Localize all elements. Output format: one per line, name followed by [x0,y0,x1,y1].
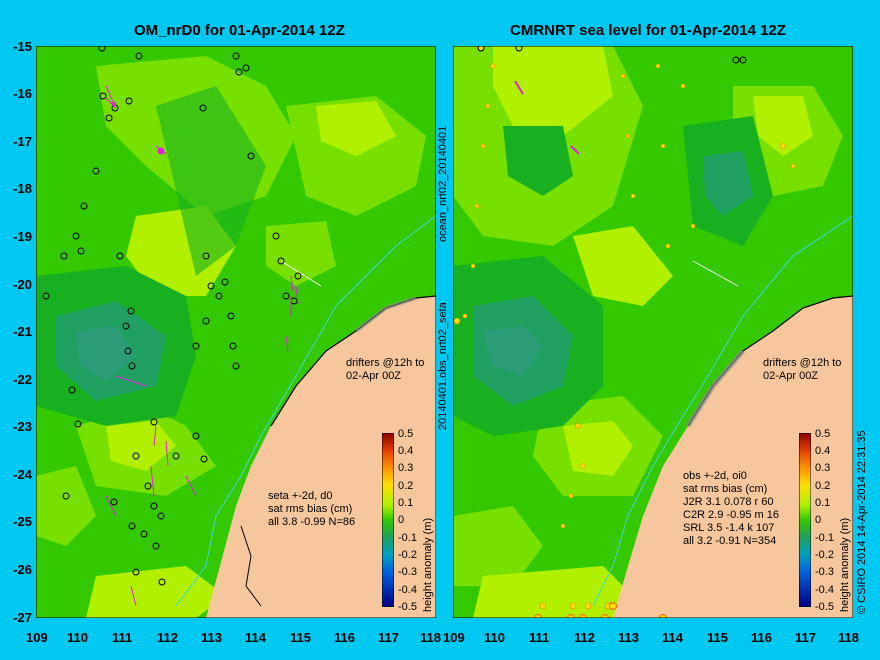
x-tick: 116 [751,630,772,645]
drifter-line-1: drifters @12h to [763,357,842,369]
colorbar-label: 0.4 [398,445,414,457]
colorbar-title: height anomaly (m) [839,517,851,612]
colorbar-label: -0.3 [815,566,834,578]
stats-line: obs +-2d, oi0 [683,470,747,482]
y-tick: -19 [13,229,32,244]
drifter-line-1: drifters @12h to [346,357,425,369]
colorbar-label: 0.2 [815,480,831,492]
colorbar-label: -0.4 [398,584,417,596]
x-tick: 112 [574,630,595,645]
colorbar-label: 0 [398,514,405,526]
x-tick: 114 [662,630,683,645]
x-tick: 117 [378,630,399,645]
colorbar-label: 0.5 [815,428,831,440]
drifter-line-2: 02-Apr 00Z [763,370,819,382]
colorbar-label: -0.1 [815,532,834,544]
colorbar-label: 0.1 [398,497,414,509]
colorbar-label: -0.3 [398,566,417,578]
stats-line: sat rms bias (cm) [268,503,353,515]
y-tick: -22 [13,372,32,387]
x-tick: 115 [707,630,728,645]
x-tick: 113 [618,630,639,645]
y-tick: -16 [13,86,32,101]
stats-line: SRL 3.5 -1.4 k 107 [683,522,775,534]
left-map [36,46,436,618]
obs-file-label: 20140401.obs_nrt02_seta [437,302,449,430]
colorbar-label: -0.4 [815,584,834,596]
x-tick: 112 [157,630,178,645]
stats-line: all 3.8 -0.99 N=86 [268,516,356,528]
y-tick: -21 [13,324,32,339]
y-tick: -26 [13,562,32,577]
stats-line: sat rms bias (cm) [683,483,768,495]
drifter-line-2: 02-Apr 00Z [346,370,402,382]
stats-line: C2R 2.9 -0.95 m 16 [683,509,779,521]
left-drifter-note: drifters @12h to 02-Apr 00Z [346,357,424,383]
colorbar-label: -0.1 [398,532,417,544]
colorbar-title: height anomaly (m) [422,517,434,612]
right-map-title: CMRNRT sea level for 01-Apr-2014 12Z [510,22,786,39]
y-tick: -23 [13,419,32,434]
x-tick: 118 [420,630,441,645]
copyright-label: © CSIRO 2014 14-Apr-2014 22:31:35 [856,430,868,614]
colorbar-label: 0.3 [815,462,831,474]
right-map [453,46,853,618]
right-drifter-note: drifters @12h to 02-Apr 00Z [763,357,841,383]
colorbar-label: 0.2 [398,480,414,492]
y-tick: -24 [13,467,32,482]
x-tick: 117 [795,630,816,645]
x-tick: 110 [484,630,505,645]
x-tick: 113 [201,630,222,645]
colorbar-label: 0.3 [398,462,414,474]
x-tick: 114 [245,630,266,645]
colorbar-label: -0.5 [815,601,834,613]
right-stats-note: obs +-2d, oi0 sat rms bias (cm) J2R 3.1 … [683,470,779,548]
x-tick: 109 [443,630,465,645]
colorbar-label: -0.2 [815,549,834,561]
y-tick: -17 [13,134,32,149]
y-tick: -25 [13,514,32,529]
stats-line: J2R 3.1 0.078 r 60 [683,496,774,508]
colorbar-label: 0.5 [398,428,414,440]
y-tick: -20 [13,277,32,292]
colorbar-label: 0.1 [815,497,831,509]
y-tick: -15 [13,39,32,54]
colorbar-label: 0 [815,514,822,526]
x-tick: 109 [26,630,48,645]
x-tick: 118 [838,630,859,645]
x-tick: 111 [112,630,133,645]
x-tick: 116 [334,630,355,645]
x-tick: 111 [529,630,550,645]
y-tick: -27 [13,610,32,625]
colorbar-label: -0.2 [398,549,417,561]
colorbar-label: -0.5 [398,601,417,613]
x-tick: 110 [67,630,88,645]
y-tick: -18 [13,181,32,196]
colorbar-label: 0.4 [815,445,831,457]
stats-line: all 3.2 -0.91 N=354 [683,535,777,547]
left-stats-note: seta +-2d, d0 sat rms bias (cm) all 3.8 … [268,490,355,529]
x-tick: 115 [290,630,311,645]
model-run-label: ocean_nrt02_20140401 [437,125,449,242]
left-map-title: OM_nrD0 for 01-Apr-2014 12Z [134,22,345,39]
stats-line: seta +-2d, d0 [268,490,333,502]
